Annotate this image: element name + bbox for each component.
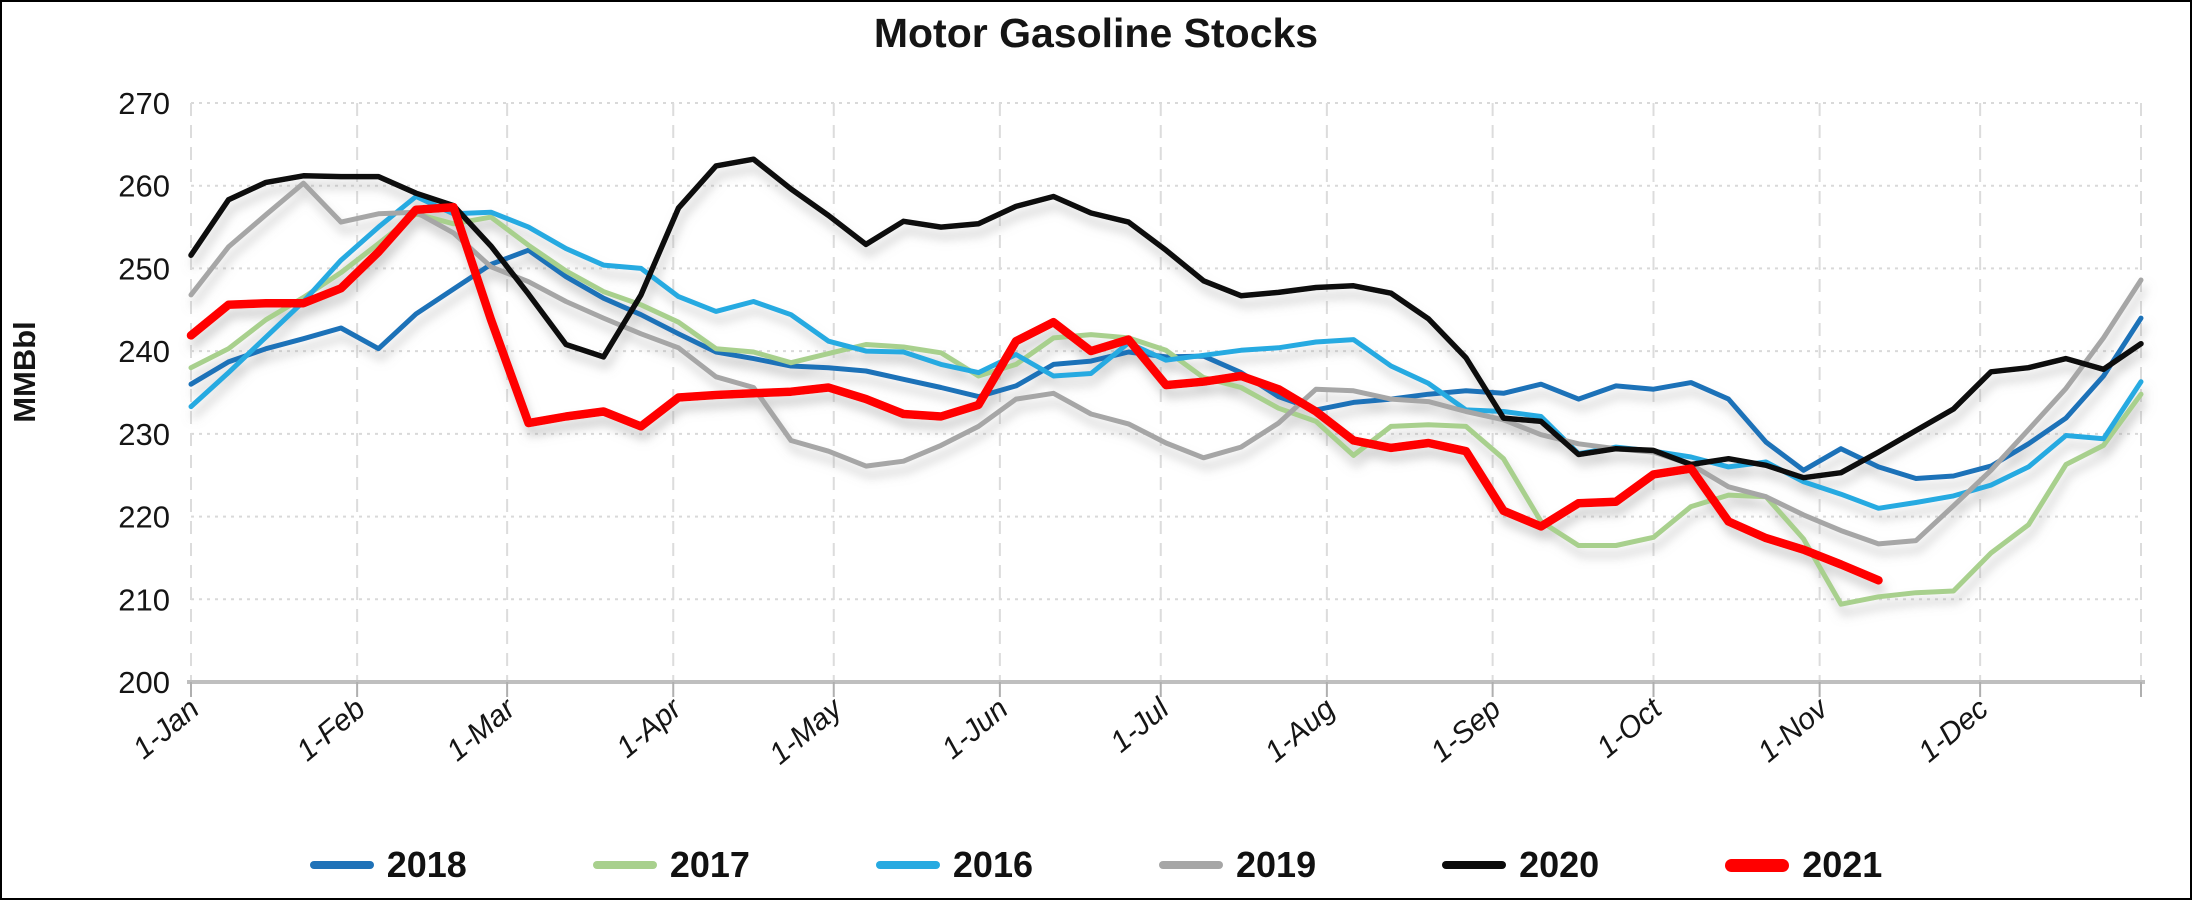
legend-item-2017: 2017 (592, 844, 750, 886)
y-tick-label: 220 (118, 500, 170, 535)
y-tick-label: 230 (118, 417, 170, 452)
x-tick-label: 1-Aug (1259, 692, 1342, 769)
y-tick-label: 240 (118, 334, 170, 369)
legend-label-2016: 2016 (952, 844, 1033, 885)
legend-label-2020: 2020 (1519, 844, 1600, 885)
x-tick-label: 1-Jul (1104, 691, 1176, 759)
series-line-2016 (188, 194, 2144, 511)
x-tick-label: 1-Mar (440, 691, 522, 767)
legend-item-2016: 2016 (875, 844, 1033, 886)
y-tick-label: 210 (118, 582, 170, 617)
legend-swatch-2016 (875, 861, 940, 869)
series-line-2017 (188, 211, 2144, 607)
legend-swatch-2018 (309, 861, 374, 869)
x-tick-label: 1-Apr (610, 691, 688, 764)
x-tick-label: 1-Feb (290, 692, 371, 768)
legend-swatch-2019 (1159, 861, 1223, 869)
chart-title: Motor Gasoline Stocks (873, 10, 1319, 56)
legend-label-2019: 2019 (1236, 844, 1317, 885)
legend-label-2021: 2021 (1802, 844, 1883, 885)
x-tick-label: 1-Oct (1591, 691, 1670, 764)
series-group (186, 156, 2144, 607)
legend-label-2018: 2018 (386, 844, 467, 885)
legend-swatch-2020 (1442, 861, 1507, 869)
series-line-2021 (186, 202, 1883, 585)
chart-legend: 2018 2017 2016 2019 2020 2021 (2, 836, 2190, 894)
legend-label-2017: 2017 (669, 844, 750, 885)
y-tick-label: 200 (118, 665, 170, 700)
legend-item-2018: 2018 (309, 844, 467, 886)
legend-item-2021: 2021 (1725, 844, 1882, 886)
y-tick-label: 260 (118, 169, 170, 204)
legend-swatch-2021 (1725, 858, 1790, 872)
series-line-2020 (188, 156, 2144, 481)
series-line-2018 (188, 247, 2144, 481)
x-tick-label: 1-May (763, 691, 850, 771)
x-tick-label: 1-Dec (1912, 692, 1995, 769)
x-tick-label: 1-Sep (1425, 692, 1508, 769)
legend-item-2020: 2020 (1442, 844, 1599, 886)
legend-item-2019: 2019 (1159, 844, 1316, 886)
x-tick-label: 1-Nov (1752, 691, 1836, 769)
x-tick-label: 1-Jan (127, 692, 206, 766)
y-tick-label: 250 (118, 251, 170, 286)
x-tick-label: 1-Jun (936, 692, 1015, 766)
y-tick-label: 270 (118, 86, 170, 121)
legend-swatch-2017 (592, 861, 657, 869)
